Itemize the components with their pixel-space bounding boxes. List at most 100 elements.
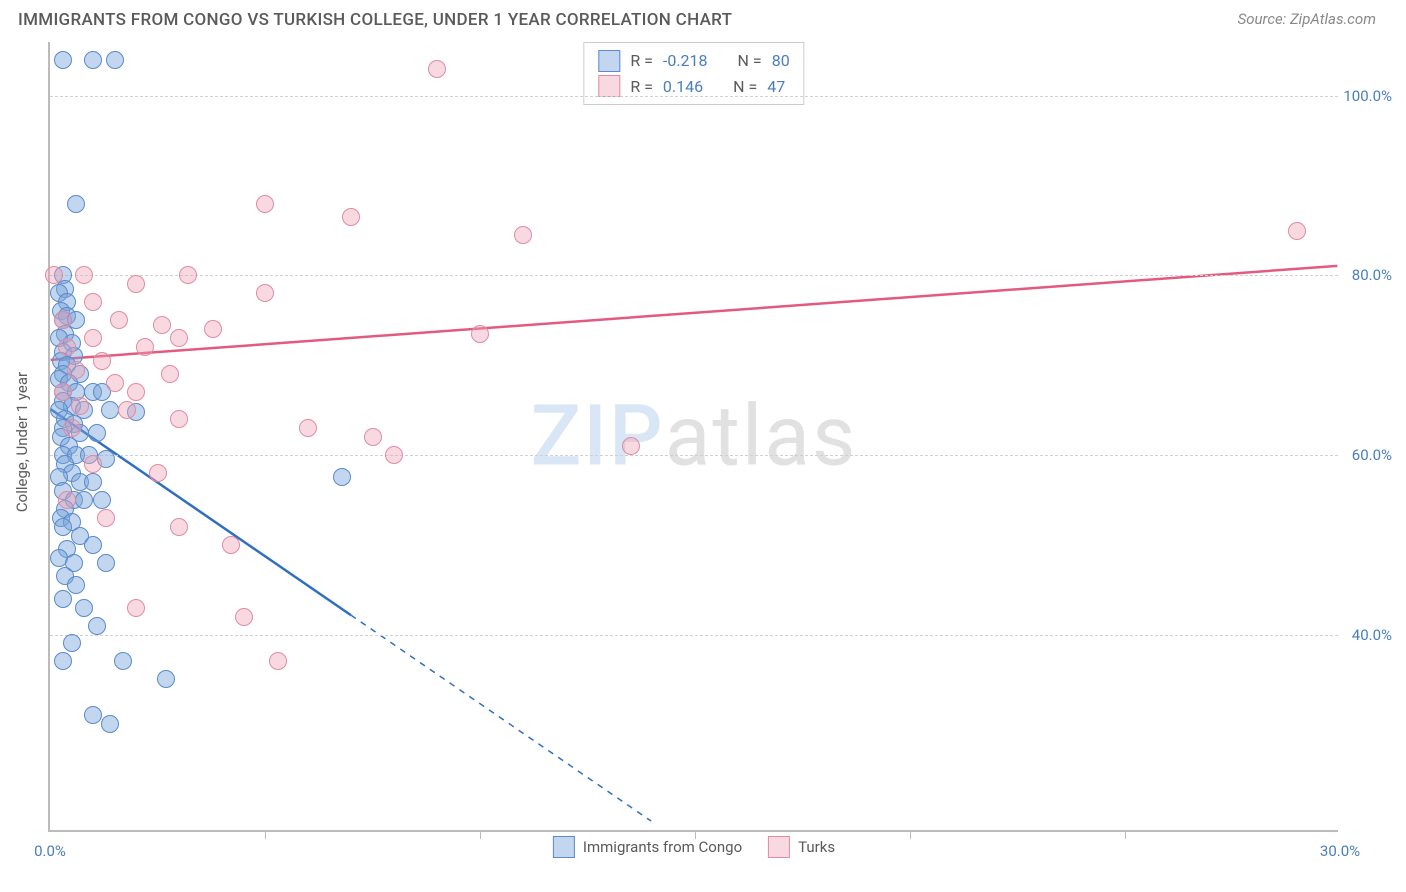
- marker-turks: [235, 608, 253, 626]
- gridline: [50, 96, 1338, 97]
- marker-turks: [71, 397, 89, 415]
- marker-congo: [54, 518, 72, 536]
- gridline: [50, 635, 1338, 636]
- marker-turks: [54, 383, 72, 401]
- marker-turks: [471, 325, 489, 343]
- x-tick: [265, 830, 266, 839]
- marker-congo: [88, 424, 106, 442]
- y-tick-label: 100.0%: [1342, 87, 1392, 105]
- y-tick-label: 80.0%: [1342, 266, 1392, 284]
- marker-congo: [63, 634, 81, 652]
- watermark-part1: ZIP: [531, 387, 665, 486]
- legend-item: Turks: [768, 836, 835, 858]
- marker-congo: [88, 617, 106, 635]
- marker-congo: [84, 51, 102, 69]
- marker-turks: [514, 226, 532, 244]
- marker-turks: [127, 275, 145, 293]
- marker-turks: [75, 266, 93, 284]
- marker-turks: [84, 455, 102, 473]
- chart-title: IMMIGRANTS FROM CONGO VS TURKISH COLLEGE…: [18, 10, 732, 30]
- r-label: R =: [630, 48, 653, 74]
- marker-turks: [170, 518, 188, 536]
- marker-congo: [67, 195, 85, 213]
- marker-turks: [58, 491, 76, 509]
- marker-turks: [269, 652, 287, 670]
- x-tick-label: 0.0%: [34, 842, 66, 860]
- source-attribution: Source: ZipAtlas.com: [1238, 10, 1376, 28]
- marker-congo: [333, 468, 351, 486]
- y-tick-label: 40.0%: [1342, 626, 1392, 644]
- marker-turks: [127, 599, 145, 617]
- chart-area: College, Under 1 year ZIPatlas R =-0.218…: [48, 42, 1388, 842]
- marker-congo: [75, 599, 93, 617]
- marker-turks: [204, 320, 222, 338]
- x-tick: [1125, 830, 1126, 839]
- marker-turks: [93, 352, 111, 370]
- marker-congo: [67, 576, 85, 594]
- regression-extrapolation-congo: [351, 615, 651, 821]
- legend-label: Turks: [798, 838, 835, 856]
- x-tick: [910, 830, 911, 839]
- n-value: 80: [772, 48, 790, 74]
- marker-turks: [256, 284, 274, 302]
- marker-turks: [299, 419, 317, 437]
- legend-swatch: [598, 50, 620, 72]
- marker-turks: [149, 464, 167, 482]
- y-axis-label: College, Under 1 year: [13, 372, 31, 512]
- marker-turks: [84, 293, 102, 311]
- marker-turks: [67, 361, 85, 379]
- marker-turks: [170, 410, 188, 428]
- marker-turks: [170, 329, 188, 347]
- watermark: ZIPatlas: [531, 387, 858, 486]
- r-value: -0.218: [663, 48, 708, 74]
- marker-turks: [84, 329, 102, 347]
- regression-lines-layer: [50, 42, 1338, 830]
- y-tick-label: 60.0%: [1342, 446, 1392, 464]
- marker-turks: [1288, 222, 1306, 240]
- marker-turks: [622, 437, 640, 455]
- plot-region: ZIPatlas R =-0.218N =80R =0.146N =47 Imm…: [48, 42, 1338, 832]
- marker-turks: [106, 374, 124, 392]
- x-tick: [695, 830, 696, 839]
- marker-turks: [136, 338, 154, 356]
- marker-turks: [110, 311, 128, 329]
- n-label: N =: [738, 48, 762, 74]
- header: IMMIGRANTS FROM CONGO VS TURKISH COLLEGE…: [0, 0, 1406, 30]
- x-tick-label: 30.0%: [1320, 842, 1360, 860]
- marker-congo: [106, 51, 124, 69]
- marker-turks: [428, 60, 446, 78]
- marker-congo: [75, 491, 93, 509]
- legend-swatch: [553, 836, 575, 858]
- marker-turks: [342, 208, 360, 226]
- marker-turks: [364, 428, 382, 446]
- marker-turks: [63, 419, 81, 437]
- marker-turks: [161, 365, 179, 383]
- legend-item: Immigrants from Congo: [553, 836, 742, 858]
- marker-turks: [58, 338, 76, 356]
- gridline: [50, 455, 1338, 456]
- watermark-part2: atlas: [665, 387, 858, 486]
- marker-congo: [54, 652, 72, 670]
- marker-congo: [97, 554, 115, 572]
- marker-congo: [93, 491, 111, 509]
- marker-congo: [84, 473, 102, 491]
- regression-line-turks: [51, 266, 1338, 360]
- marker-turks: [45, 266, 63, 284]
- marker-congo: [157, 670, 175, 688]
- marker-turks: [179, 266, 197, 284]
- marker-congo: [84, 536, 102, 554]
- marker-congo: [84, 706, 102, 724]
- legend-label: Immigrants from Congo: [583, 838, 742, 856]
- marker-turks: [256, 195, 274, 213]
- correlation-legend-row: R = -0.218 N = 80: [598, 48, 789, 74]
- x-tick: [480, 830, 481, 839]
- marker-turks: [385, 446, 403, 464]
- gridline: [50, 275, 1338, 276]
- marker-congo: [101, 715, 119, 733]
- legend-swatch: [768, 836, 790, 858]
- marker-turks: [127, 383, 145, 401]
- marker-congo: [101, 401, 119, 419]
- marker-turks: [222, 536, 240, 554]
- marker-congo: [114, 652, 132, 670]
- legend-swatch: [598, 75, 620, 97]
